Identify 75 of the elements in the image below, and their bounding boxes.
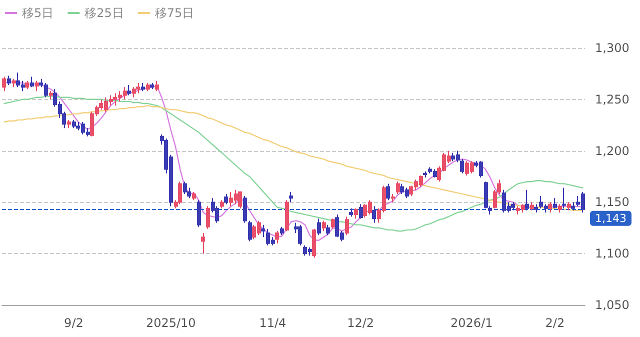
candlestick [460, 158, 464, 174]
candlestick [372, 206, 376, 224]
x-tick-label: 2026/1 [450, 316, 493, 330]
candlestick [150, 82, 154, 90]
x-tick-label: 11/4 [259, 316, 286, 330]
ref-line-label: 1,143 [595, 212, 626, 225]
candlestick [67, 119, 71, 129]
x-tick-label: 2/2 [545, 316, 565, 330]
candlestick [553, 198, 557, 209]
legend-label: 移5日 [22, 6, 54, 20]
y-tick-label: 1,250 [595, 92, 630, 106]
candlestick [146, 82, 150, 92]
candlestick [567, 202, 571, 211]
candlestick [511, 202, 515, 211]
y-tick-label: 1,200 [595, 144, 630, 158]
candlestick [248, 220, 252, 242]
candlestick [192, 191, 196, 201]
candlestick [132, 86, 136, 98]
candlestick [326, 224, 330, 236]
candlestick [261, 224, 265, 238]
candlestick [35, 80, 39, 92]
candlestick [285, 200, 289, 232]
candlestick [331, 218, 335, 230]
candlestick [183, 181, 187, 194]
candlestick [298, 224, 302, 246]
y-tick-label: 1,050 [595, 298, 630, 312]
candlestick [127, 84, 131, 96]
candlestick [345, 216, 349, 236]
candlestick [206, 206, 210, 230]
candlestick [571, 202, 575, 211]
candlestick [25, 80, 29, 90]
candlestick [136, 82, 140, 94]
y-tick-label: 1,150 [595, 195, 630, 210]
y-tick-label: 1,300 [595, 41, 630, 55]
candlestick [386, 183, 390, 201]
candlestick [562, 187, 566, 209]
candlestick [280, 226, 284, 236]
candlestick [558, 204, 562, 213]
candlestick [349, 208, 353, 218]
candlestick [312, 228, 316, 258]
legend-label: 移75日 [154, 6, 194, 20]
candlestick [289, 191, 293, 203]
candlestick [243, 196, 247, 224]
candlestick [155, 80, 159, 92]
x-tick-label: 9/2 [64, 316, 84, 330]
candlestick [530, 202, 534, 211]
candlestick [201, 232, 205, 254]
candlestick [12, 78, 16, 88]
candlestick [220, 200, 224, 209]
candlestick [534, 204, 538, 213]
candlestick [359, 204, 363, 220]
candlestick [30, 76, 34, 88]
candlestick [548, 202, 552, 213]
line-series [4, 104, 584, 212]
candlestick [396, 181, 400, 194]
x-tick-label: 2025/10 [146, 316, 196, 330]
candlestick [224, 193, 228, 205]
candlestick [354, 208, 358, 220]
candlestick [238, 191, 242, 209]
candlestick [525, 189, 529, 211]
candlestick [197, 200, 201, 228]
candlestick [7, 75, 11, 86]
candlestick [423, 170, 427, 178]
candlestick [49, 90, 53, 100]
candlestick [391, 193, 395, 203]
x-tick-label: 12/2 [347, 316, 374, 330]
candlestick [317, 218, 321, 236]
candlestick [2, 76, 6, 92]
candlestick [141, 82, 145, 92]
candlestick [72, 119, 76, 129]
candlestick [178, 181, 182, 205]
legend-label: 移25日 [84, 6, 124, 20]
candlestick [275, 230, 279, 244]
candlestick [322, 220, 326, 232]
y-tick-label: 1,100 [595, 246, 630, 261]
